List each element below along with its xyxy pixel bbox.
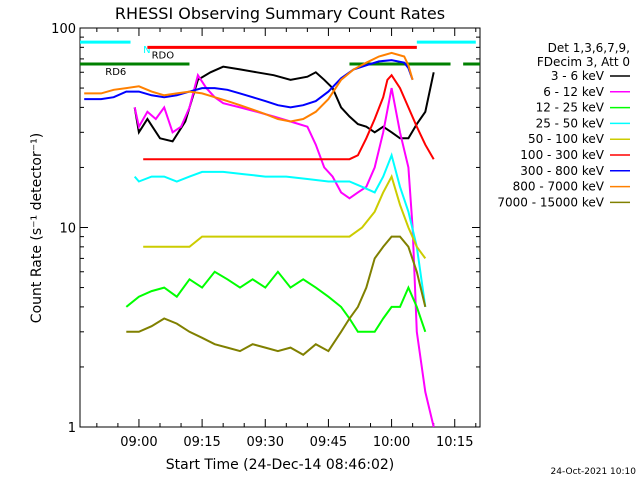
y-tick-label: 10 <box>59 222 76 237</box>
plot-frame <box>79 27 481 428</box>
series-line-3 <box>133 152 427 308</box>
x-axis-ticks: 09:00 09:15 09:30 09:45 10:00 10:15 <box>96 28 477 450</box>
series-line-6 <box>84 59 414 109</box>
series-line-2 <box>125 270 427 333</box>
x-tick-label: 09:30 <box>247 435 284 450</box>
series-line-4 <box>143 173 427 259</box>
series-line-1 <box>133 72 435 428</box>
y-tick-label: 1 <box>68 421 76 436</box>
y-tick-label: 100 <box>51 22 76 37</box>
annotation-label-n: N <box>143 45 150 56</box>
chart-title: RHESSI Observing Summary Count Rates <box>115 4 445 23</box>
legend-label: 50 - 100 keV <box>528 132 605 146</box>
y-axis-ticks: 1 10 100 <box>51 22 480 436</box>
y-axis-label: Count Rate (s⁻¹ detector⁻¹) <box>29 133 45 323</box>
date-stamp: 24-Oct-2021 10:10 <box>551 467 637 477</box>
x-tick-label: 10:00 <box>373 435 410 450</box>
legend-label: 6 - 12 keV <box>543 85 605 99</box>
legend-label: 7000 - 15000 keV <box>497 195 604 209</box>
series-lines <box>84 51 435 428</box>
legend-label: 100 - 300 keV <box>520 148 604 162</box>
x-tick-label: 09:00 <box>120 435 157 450</box>
legend-label: 300 - 800 keV <box>520 164 604 178</box>
x-tick-label: 09:45 <box>310 435 347 450</box>
legend-label: 25 - 50 keV <box>536 116 605 130</box>
legend-label: 12 - 25 keV <box>536 101 605 115</box>
legend: Det 1,3,6,7,9, FDecim 3, Att 0 3 - 6 keV… <box>497 41 630 209</box>
legend-header-1: Det 1,3,6,7,9, <box>548 41 630 55</box>
series-line-7 <box>84 51 414 123</box>
legend-label: 800 - 7000 keV <box>513 180 605 194</box>
x-axis-label: Start Time (24-Dec-14 08:46:02) <box>166 457 394 473</box>
series-line-5 <box>143 73 435 161</box>
x-tick-label: 09:15 <box>183 435 220 450</box>
x-tick-label: 10:15 <box>436 435 473 450</box>
legend-label: 3 - 6 keV <box>551 69 605 83</box>
annotation-label-rdo: RDO <box>152 50 175 61</box>
legend-header-2: FDecim 3, Att 0 <box>537 55 630 69</box>
annotation-lines: N RDO RD6 <box>80 40 480 78</box>
series-line-0 <box>133 65 435 143</box>
series-line-8 <box>126 235 427 357</box>
annotation-label-rd6: RD6 <box>105 67 126 78</box>
